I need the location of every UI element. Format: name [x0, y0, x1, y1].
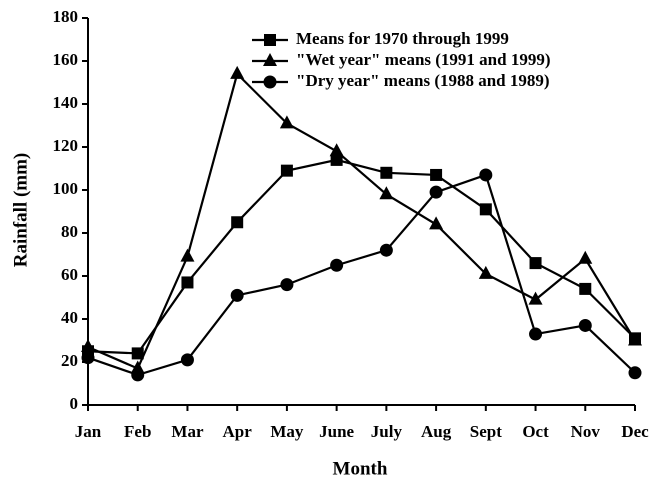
marker-square — [579, 282, 592, 295]
marker-triangle — [329, 143, 344, 157]
marker-circle — [230, 288, 244, 302]
marker-triangle — [81, 338, 95, 352]
marker-square — [131, 347, 144, 360]
legend-label: "Dry year" means (1988 and 1989) — [296, 71, 550, 90]
y-tick-label: 100 — [53, 179, 79, 198]
marker-circle — [280, 278, 294, 292]
y-tick-label: 0 — [70, 394, 79, 413]
marker-circle — [263, 75, 277, 89]
legend-label: Means for 1970 through 1999 — [296, 29, 509, 48]
marker-square — [280, 164, 293, 177]
marker-triangle — [379, 186, 394, 200]
marker-circle — [180, 353, 194, 367]
x-tick-label: Mar — [171, 422, 204, 441]
x-tick-label: July — [371, 422, 403, 441]
x-axis-label: Month — [333, 458, 388, 479]
legend-label: "Wet year" means (1991 and 1999) — [296, 50, 551, 69]
y-tick-label: 120 — [53, 136, 79, 155]
marker-square — [330, 153, 343, 166]
marker-circle — [479, 168, 493, 182]
y-tick-label: 20 — [61, 351, 78, 370]
marker-circle — [131, 368, 145, 382]
series-line — [87, 173, 636, 377]
marker-circle — [628, 366, 642, 380]
x-tick-label: May — [270, 422, 304, 441]
marker-triangle — [628, 332, 642, 346]
marker-circle — [429, 185, 443, 199]
marker-triangle — [180, 248, 195, 262]
x-tick-label: Sept — [470, 422, 502, 441]
marker-circle — [529, 327, 543, 341]
marker-triangle — [478, 265, 493, 279]
marker-square — [264, 34, 276, 46]
marker-circle — [330, 258, 344, 272]
x-tick-label: June — [319, 422, 354, 441]
marker-triangle — [429, 216, 444, 230]
y-tick-label: 180 — [53, 7, 79, 26]
marker-square — [529, 257, 542, 270]
marker-triangle — [263, 53, 277, 66]
marker-square — [380, 166, 393, 179]
marker-circle — [81, 351, 95, 365]
y-tick-label: 160 — [53, 50, 79, 69]
marker-triangle — [578, 250, 593, 264]
series-line — [87, 71, 636, 370]
x-tick-label: Dec — [621, 422, 649, 441]
marker-circle — [578, 318, 592, 332]
marker-square — [231, 216, 244, 229]
y-tick-label: 60 — [61, 265, 78, 284]
x-tick-label: Aug — [421, 422, 452, 441]
y-axis-label: Rainfall (mm) — [10, 153, 31, 268]
marker-square — [181, 276, 194, 289]
marker-triangle — [279, 115, 294, 129]
marker-square — [479, 203, 492, 216]
marker-square — [430, 168, 443, 181]
marker-triangle — [230, 65, 245, 79]
y-tick-label: 40 — [61, 308, 78, 327]
marker-triangle — [528, 291, 543, 305]
x-tick-label: Oct — [522, 422, 549, 441]
x-tick-label: Feb — [124, 422, 151, 441]
y-tick-label: 140 — [53, 93, 79, 112]
x-tick-label: Apr — [223, 422, 253, 441]
y-tick-label: 80 — [61, 222, 78, 241]
marker-circle — [379, 243, 393, 257]
x-tick-label: Nov — [571, 422, 601, 441]
series-line — [87, 158, 636, 355]
x-tick-label: Jan — [75, 422, 102, 441]
